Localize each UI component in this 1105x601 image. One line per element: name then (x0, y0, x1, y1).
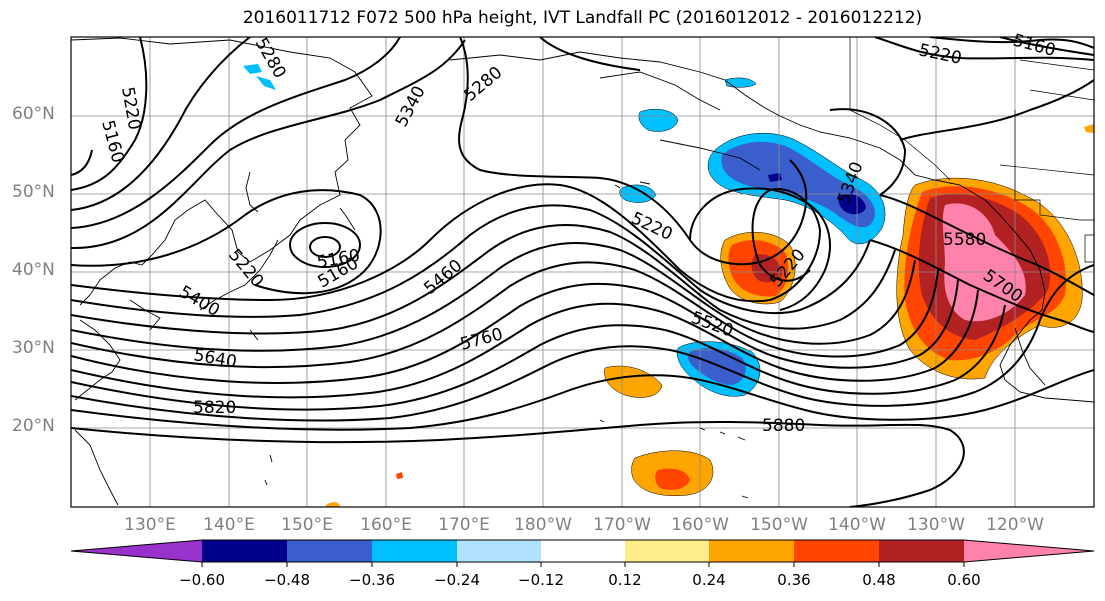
ivt-negative-fill (243, 64, 886, 397)
map-frame (70, 36, 1095, 508)
islands (249, 181, 749, 499)
colorbar-tick-label: 0.12 (608, 571, 642, 589)
contour-label: 5880 (762, 416, 805, 436)
colorbar-tick-label: −0.36 (349, 571, 395, 589)
colorbar-swatch-8 (794, 540, 879, 562)
political-borders (849, 37, 1094, 263)
lat-label: 30°N (12, 338, 55, 358)
lon-label: 150°W (750, 515, 808, 535)
lon-label: 170°W (593, 515, 651, 535)
coastlines (71, 37, 1094, 506)
contour-label: 5460 (420, 256, 466, 299)
colorbar-swatch-10 (964, 540, 1094, 562)
contour-label: 5160 (97, 118, 128, 165)
graticule (71, 37, 1094, 507)
lon-label: 140°E (203, 515, 255, 535)
colorbar-swatch-3 (372, 540, 457, 562)
lon-label: 160°W (671, 515, 729, 535)
colorbar-swatch-9 (879, 540, 964, 562)
colorbar-tick-label: 0.48 (862, 571, 896, 589)
colorbar-tick-label: −0.12 (518, 571, 564, 589)
colorbar-swatch-6 (625, 540, 709, 562)
colorbar-tick-label: 0.36 (777, 571, 811, 589)
lon-label: 120°W (986, 515, 1044, 535)
colorbar-swatch-7 (709, 540, 794, 562)
lat-label: 20°N (12, 416, 55, 436)
contour-label: 5580 (943, 230, 986, 250)
lon-label: 140°W (828, 515, 886, 535)
ivt-positive-fill (326, 124, 1094, 507)
contour-label: 5340 (392, 83, 430, 131)
colorbar-tick-label: 0.60 (947, 571, 981, 589)
lat-label: 40°N (12, 260, 55, 280)
colorbar-swatch-1 (202, 540, 287, 562)
lon-label: 130°W (907, 515, 965, 535)
colorbar-tick-label: −0.24 (434, 571, 480, 589)
contour-label: 5520 (688, 308, 735, 342)
height-contours (71, 37, 1094, 507)
contour-label: 5220 (917, 40, 963, 69)
lon-label: 130°E (124, 515, 176, 535)
contour-label: 5820 (193, 398, 236, 418)
colorbar-tick-label: 0.24 (692, 571, 726, 589)
colorbar-swatch-4 (457, 540, 541, 562)
lon-label: 160°E (360, 515, 412, 535)
contour-label: 5220 (117, 85, 144, 131)
colorbar-swatch-0 (71, 540, 202, 562)
lon-label: 180°W (514, 515, 572, 535)
contour-label: 5280 (251, 35, 290, 82)
lon-label: 170°E (438, 515, 490, 535)
lon-label: 150°E (281, 515, 333, 535)
map-title: 2016011712 F072 500 hPa height, IVT Land… (242, 8, 923, 28)
lat-label: 60°N (12, 104, 55, 124)
colorbar-tick-label: −0.60 (179, 571, 225, 589)
lat-label: 50°N (12, 182, 55, 202)
contour-label: 5160 (1011, 31, 1058, 62)
colorbar-tick-label: −0.48 (264, 571, 310, 589)
colorbar-swatch-2 (287, 540, 372, 562)
colorbar (70, 539, 1095, 567)
colorbar-swatch-5 (541, 540, 625, 562)
